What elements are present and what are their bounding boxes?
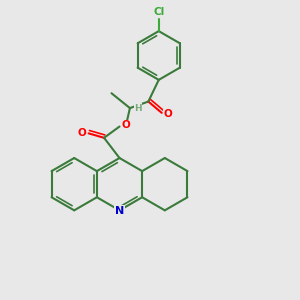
Text: O: O bbox=[164, 109, 172, 119]
Text: H: H bbox=[134, 103, 142, 112]
Text: O: O bbox=[122, 120, 130, 130]
Text: N: N bbox=[115, 206, 124, 216]
Text: O: O bbox=[78, 128, 86, 138]
Text: Cl: Cl bbox=[153, 7, 164, 17]
